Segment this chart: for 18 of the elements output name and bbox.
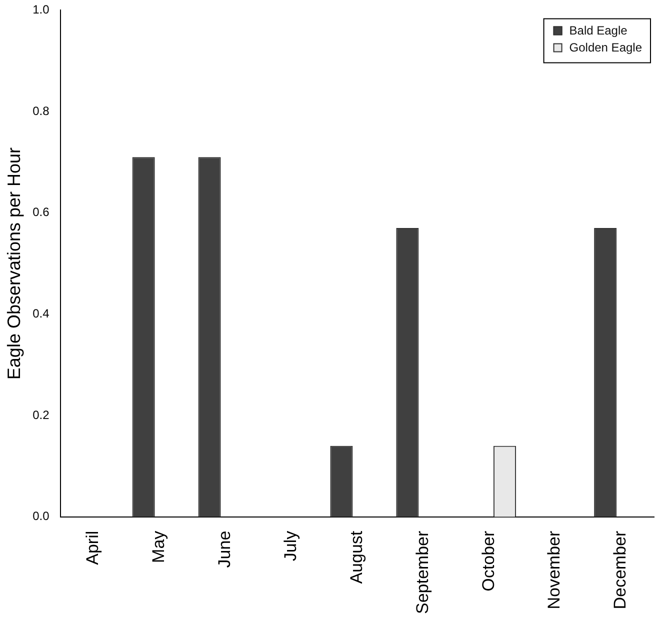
x-tick-label: June [214, 530, 234, 568]
x-tick-label: August [346, 530, 366, 584]
y-tick-label: 0.2 [32, 408, 50, 422]
y-tick-label: 0.0 [32, 509, 50, 524]
legend-label: Bald Eagle [569, 24, 628, 38]
x-tick-label: November [544, 530, 564, 610]
legend-label: Golden Eagle [569, 40, 642, 55]
y-tick-label: 0.6 [32, 205, 50, 220]
y-tick-label: 0.4 [32, 306, 50, 320]
x-tick-label: April [82, 530, 102, 565]
y-tick-label: 1.0 [32, 2, 50, 17]
x-tick-label: July [280, 530, 300, 562]
x-tick-label: October [478, 530, 498, 592]
y-axis-title: Eagle Observations per Hour [4, 147, 24, 380]
x-tick-label: September [412, 530, 432, 614]
y-tick-label: 0.8 [32, 104, 50, 118]
x-tick-label: December [610, 530, 630, 610]
x-tick-label: May [148, 530, 168, 563]
